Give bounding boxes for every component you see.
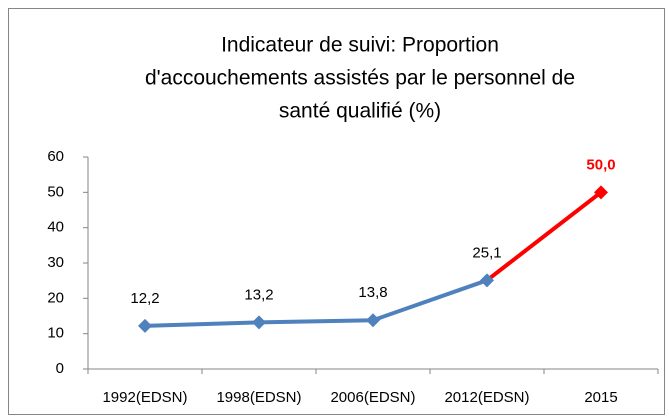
chart-title: Indicateur de suivi: Proportion <box>221 34 499 57</box>
data-label: 25,1 <box>472 244 501 261</box>
chart-title: santé qualifié (%) <box>279 100 441 123</box>
x-tick-label: 2006(EDSN) <box>330 389 415 406</box>
data-point <box>366 313 380 328</box>
x-tick-label: 2012(EDSN) <box>444 389 529 406</box>
data-point <box>138 318 152 333</box>
data-label: 50,0 <box>586 156 615 173</box>
series-line <box>485 190 603 282</box>
chart-border <box>8 8 665 415</box>
chart-title: d'accouchements assistés par le personne… <box>145 67 575 90</box>
data-point <box>480 273 494 288</box>
y-tick-label: 50 <box>47 183 64 200</box>
y-tick-label: 30 <box>47 254 64 271</box>
data-label: 13,2 <box>244 286 273 303</box>
x-tick-label: 1992(EDSN) <box>102 389 187 406</box>
x-tick-label: 2015 <box>584 389 617 406</box>
data-label: 12,2 <box>130 290 159 307</box>
series-line <box>144 278 488 328</box>
y-tick-label: 60 <box>47 148 64 165</box>
data-point <box>594 185 608 200</box>
y-tick-label: 0 <box>56 360 64 377</box>
y-tick-label: 40 <box>47 219 64 236</box>
y-tick-label: 10 <box>47 325 64 342</box>
y-tick-label: 20 <box>47 289 64 306</box>
x-tick-label: 1998(EDSN) <box>216 389 301 406</box>
data-label: 13,8 <box>358 284 387 301</box>
data-point <box>252 315 266 330</box>
